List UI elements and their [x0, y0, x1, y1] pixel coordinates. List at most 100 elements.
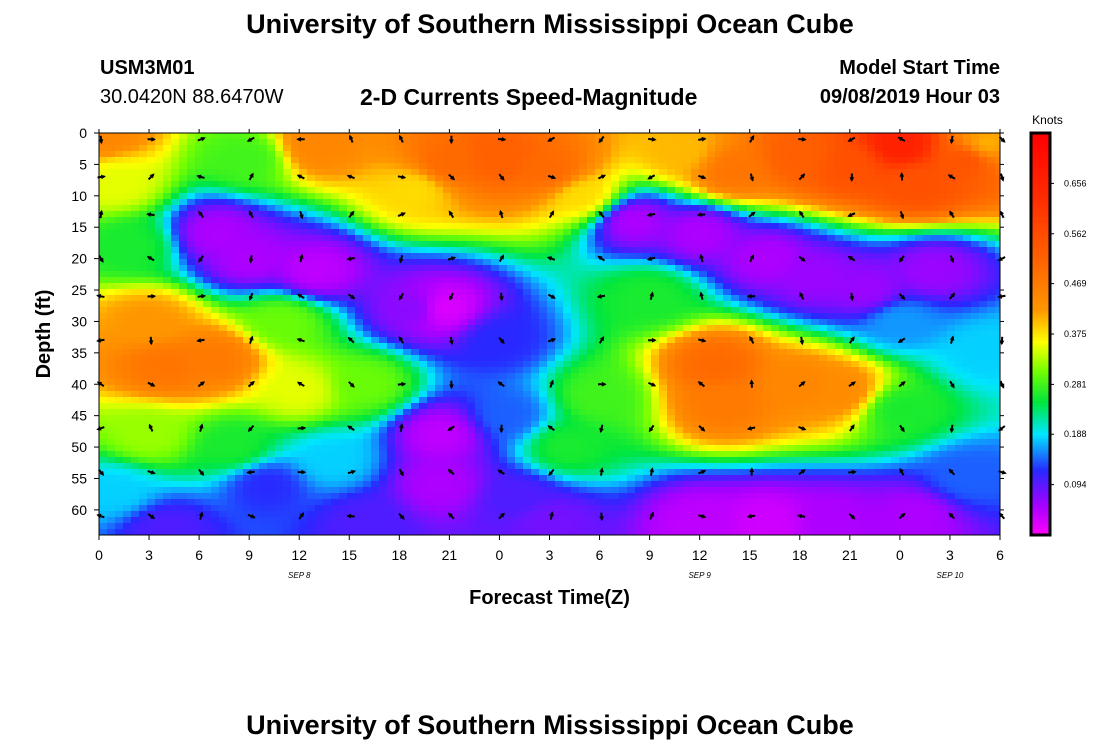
heatmap-cell [827, 355, 836, 362]
heatmap-cell [371, 223, 380, 230]
heatmap-cell [867, 373, 876, 380]
heatmap-cell [555, 157, 564, 164]
heatmap-cell [491, 205, 500, 212]
heatmap-cell [195, 163, 204, 170]
heatmap-cell [931, 229, 940, 236]
heatmap-cell [667, 337, 676, 344]
heatmap-cell [131, 199, 140, 206]
heatmap-cell [539, 307, 548, 314]
heatmap-cell [147, 289, 156, 296]
heatmap-cell [971, 307, 980, 314]
heatmap-cell [107, 241, 116, 248]
heatmap-cell [459, 259, 468, 266]
heatmap-cell [427, 301, 436, 308]
heatmap-cell [155, 361, 164, 368]
heatmap-cell [331, 301, 340, 308]
heatmap-cell [259, 337, 268, 344]
heatmap-cell [211, 331, 220, 338]
heatmap-cell [851, 331, 860, 338]
heatmap-cell [555, 253, 564, 260]
heatmap-cell [939, 223, 948, 230]
heatmap-cell [307, 241, 316, 248]
heatmap-cell [467, 271, 476, 278]
heatmap-cell [355, 319, 364, 326]
heatmap-cell [819, 247, 828, 254]
heatmap-cell [571, 211, 580, 218]
heatmap-cell [547, 175, 556, 182]
heatmap-cell [627, 259, 636, 266]
heatmap-cell [139, 367, 148, 374]
heatmap-cell [411, 367, 420, 374]
heatmap-cell [795, 193, 804, 200]
heatmap-cell [579, 223, 588, 230]
heatmap-cell [683, 253, 692, 260]
heatmap-cell [867, 175, 876, 182]
heatmap-cell [731, 151, 740, 158]
heatmap-cell [875, 313, 884, 320]
heatmap-cell [579, 307, 588, 314]
heatmap-cell [835, 157, 844, 164]
heatmap-cell [443, 145, 452, 152]
heatmap-cell [179, 331, 188, 338]
heatmap-cell [955, 391, 964, 398]
heatmap-cell [931, 361, 940, 368]
heatmap-cell [659, 187, 668, 194]
heatmap-cell [979, 139, 988, 146]
heatmap-cell [179, 319, 188, 326]
heatmap-cell [659, 367, 668, 374]
heatmap-cell [747, 307, 756, 314]
heatmap-cell [123, 343, 132, 350]
heatmap-cell [619, 133, 628, 140]
heatmap-cell [843, 355, 852, 362]
heatmap-cell [299, 373, 308, 380]
heatmap-cell [243, 367, 252, 374]
heatmap-cell [603, 151, 612, 158]
heatmap-cell [955, 181, 964, 188]
heatmap-cell [867, 235, 876, 242]
heatmap-cell [507, 313, 516, 320]
heatmap-cell [691, 259, 700, 266]
heatmap-cell [347, 349, 356, 356]
heatmap-cell [763, 133, 772, 140]
heatmap-cell [315, 349, 324, 356]
heatmap-cell [475, 265, 484, 272]
heatmap-cell [259, 367, 268, 374]
heatmap-cell [931, 367, 940, 374]
heatmap-cell [803, 271, 812, 278]
heatmap-cell [787, 265, 796, 272]
heatmap-cell [411, 145, 420, 152]
heatmap-cell [371, 211, 380, 218]
heatmap-cell [379, 355, 388, 362]
heatmap-cell [955, 289, 964, 296]
heatmap-cell [731, 175, 740, 182]
heatmap-cell [643, 307, 652, 314]
heatmap-cell [443, 367, 452, 374]
heatmap-cell [451, 229, 460, 236]
heatmap-cell [331, 271, 340, 278]
heatmap-cell [803, 283, 812, 290]
heatmap-cell [771, 379, 780, 386]
heatmap-cell [235, 211, 244, 218]
heatmap-cell [131, 151, 140, 158]
heatmap-cell [459, 295, 468, 302]
heatmap-cell [971, 265, 980, 272]
heatmap-cell [707, 241, 716, 248]
heatmap-cell [603, 385, 612, 392]
heatmap-cell [779, 361, 788, 368]
heatmap-cell [627, 379, 636, 386]
heatmap-cell [259, 247, 268, 254]
heatmap-cell [147, 373, 156, 380]
heatmap-cell [667, 217, 676, 224]
heatmap-cell [755, 211, 764, 218]
heatmap-cell [651, 259, 660, 266]
heatmap-cell [227, 397, 236, 404]
heatmap-cell [267, 307, 276, 314]
heatmap-cell [299, 133, 308, 140]
heatmap-cell [131, 133, 140, 140]
heatmap-cell [835, 205, 844, 212]
heatmap-cell [651, 277, 660, 284]
heatmap-cell [651, 181, 660, 188]
heatmap-cell [403, 223, 412, 230]
heatmap-cell [435, 391, 444, 398]
heatmap-cell [835, 187, 844, 194]
